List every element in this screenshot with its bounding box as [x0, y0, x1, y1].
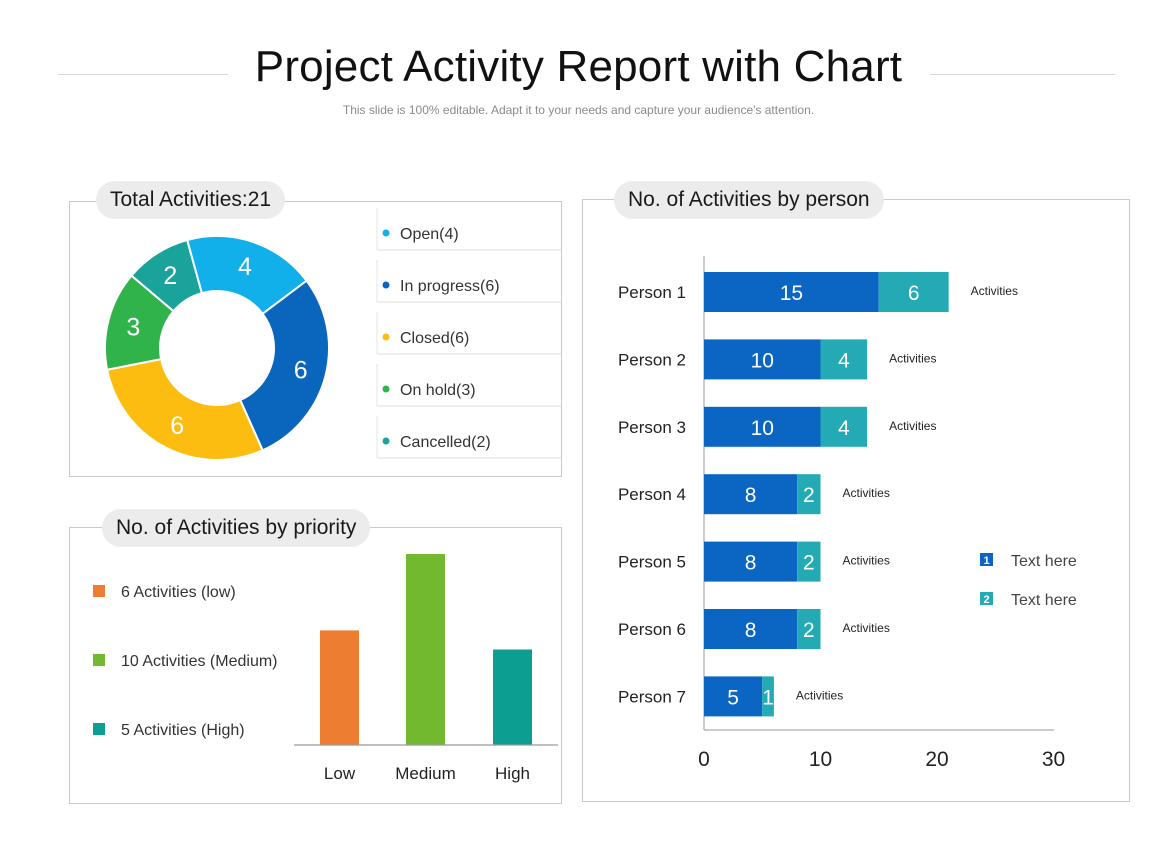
total-activities-title: Total Activities:21: [96, 181, 286, 219]
donut-value-label: 4: [238, 253, 252, 281]
priority-category-label: High: [495, 764, 530, 783]
total-activities-panel: [69, 201, 562, 477]
person-bar-end-label: Activities: [796, 688, 843, 702]
donut-value-label: 2: [163, 262, 177, 290]
priority-legend-swatch: [93, 585, 105, 597]
title-rule-left: [58, 74, 228, 75]
priority-bar-high: [493, 649, 532, 745]
person-bar-value-label: 10: [751, 417, 774, 440]
person-bar-segment-1: [704, 406, 821, 447]
page-title: Project Activity Report with Chart: [254, 42, 903, 91]
person-x-tick-label: 0: [698, 748, 710, 771]
person-bar-segment-2: [820, 406, 868, 447]
person-x-tick-label: 30: [1042, 748, 1065, 771]
person-bar-value-label: 8: [745, 619, 757, 642]
person-bar-end-label: Activities: [889, 351, 936, 365]
person-x-tick-label: 20: [925, 748, 948, 771]
donut-slice-1: [238, 279, 330, 452]
person-bar-segment-2: [878, 272, 949, 312]
priority-category-label: Medium: [395, 764, 455, 783]
person-legend-badge-number: 1: [983, 555, 989, 567]
donut-legend-label: Open(4): [400, 226, 459, 243]
legend-dot: [382, 333, 390, 341]
person-category-label: Person 5: [618, 553, 686, 572]
person-x-tick-label: 10: [809, 748, 832, 771]
person-bar-end-label: Activities: [889, 419, 936, 433]
person-bar-segment-1: [704, 609, 798, 649]
donut-slice-2: [105, 357, 264, 461]
donut-chart: 4 6 6 32 Open(4) In progress(6) Closed(6) On ho…: [104, 208, 562, 461]
person-bar-value-label: 4: [838, 349, 850, 372]
priority-legend-label: 10 Activities (Medium): [121, 653, 278, 670]
person-category-label: Person 1: [618, 283, 686, 302]
person-category-label: Person 7: [618, 687, 686, 706]
priority-legend-label: 5 Activities (High): [121, 722, 245, 739]
person-legend-badge: [980, 592, 993, 605]
person-bar-segment-2: [797, 541, 821, 582]
person-bar-segment-2: [820, 339, 868, 380]
person-bar-value-label: 15: [780, 282, 803, 305]
person-category-label: Person 2: [618, 350, 686, 369]
person-bar-segment-1: [704, 541, 798, 582]
priority-legend-swatch: [93, 654, 105, 666]
person-bar-value-label: 2: [803, 484, 815, 507]
person-bar-value-label: 4: [838, 417, 850, 440]
person-category-label: Person 6: [618, 620, 686, 639]
page-subtitle: This slide is 100% editable. Adapt it to…: [342, 103, 815, 117]
legend-dot: [382, 229, 390, 237]
title-rule-right: [930, 74, 1115, 75]
person-bar-segment-1: [704, 474, 798, 515]
person-bar-value-label: 5: [727, 686, 739, 709]
person-legend-badge: [980, 553, 993, 566]
priority-bar-chart: 6 Activities (low) 10 Activities (Medium)…: [93, 554, 558, 783]
donut-legend-label: Closed(6): [400, 330, 469, 347]
person-bar-segment-1: [704, 339, 821, 380]
person-bar-end-label: Activities: [843, 486, 890, 500]
priority-bar-medium: [406, 554, 445, 745]
person-legend-badge-number: 2: [983, 594, 989, 606]
person-bar-value-label: 10: [751, 349, 774, 372]
person-bar-value-label: 1: [762, 686, 774, 709]
person-bar-value-label: 2: [803, 619, 815, 642]
legend-dot: [382, 281, 390, 289]
person-title: No. of Activities by person: [614, 181, 884, 219]
person-bar-segment-2: [797, 474, 821, 515]
legend-dot: [382, 385, 390, 393]
priority-bar-low: [320, 630, 359, 745]
person-bar-value-label: 8: [745, 552, 757, 575]
person-legend-label: Text here: [1011, 553, 1077, 570]
priority-category-label: Low: [324, 764, 356, 783]
donut-legend-label: Cancelled(2): [400, 434, 491, 451]
person-bar-end-label: Activities: [843, 621, 890, 635]
donut-value-label: 6: [170, 412, 184, 440]
person-bar-value-label: 6: [908, 282, 920, 305]
donut-slice-0: [185, 235, 308, 316]
person-bar-end-label: Activities: [843, 554, 890, 568]
legend-dot: [382, 437, 390, 445]
donut-legend-label: On hold(3): [400, 382, 476, 399]
donut-legend-label: In progress(6): [400, 278, 500, 295]
person-bar-segment-2: [762, 676, 774, 717]
person-bar-segment-2: [797, 609, 821, 649]
donut-value-label: 3: [126, 313, 140, 341]
priority-legend-swatch: [93, 723, 105, 735]
person-category-label: Person 4: [618, 485, 686, 504]
priority-title: No. of Activities by priority: [102, 509, 371, 547]
person-category-label: Person 3: [618, 418, 686, 437]
person-bar-end-label: Activities: [971, 284, 1018, 298]
donut-slice-4: [130, 238, 204, 313]
person-bar-segment-1: [704, 676, 763, 717]
person-bar-value-label: 8: [745, 484, 757, 507]
person-legend-label: Text here: [1011, 592, 1077, 609]
donut-value-label: 6: [294, 357, 308, 385]
priority-legend-label: 6 Activities (low): [121, 584, 236, 601]
person-bar-segment-1: [704, 272, 879, 312]
person-bar-value-label: 2: [803, 552, 815, 575]
